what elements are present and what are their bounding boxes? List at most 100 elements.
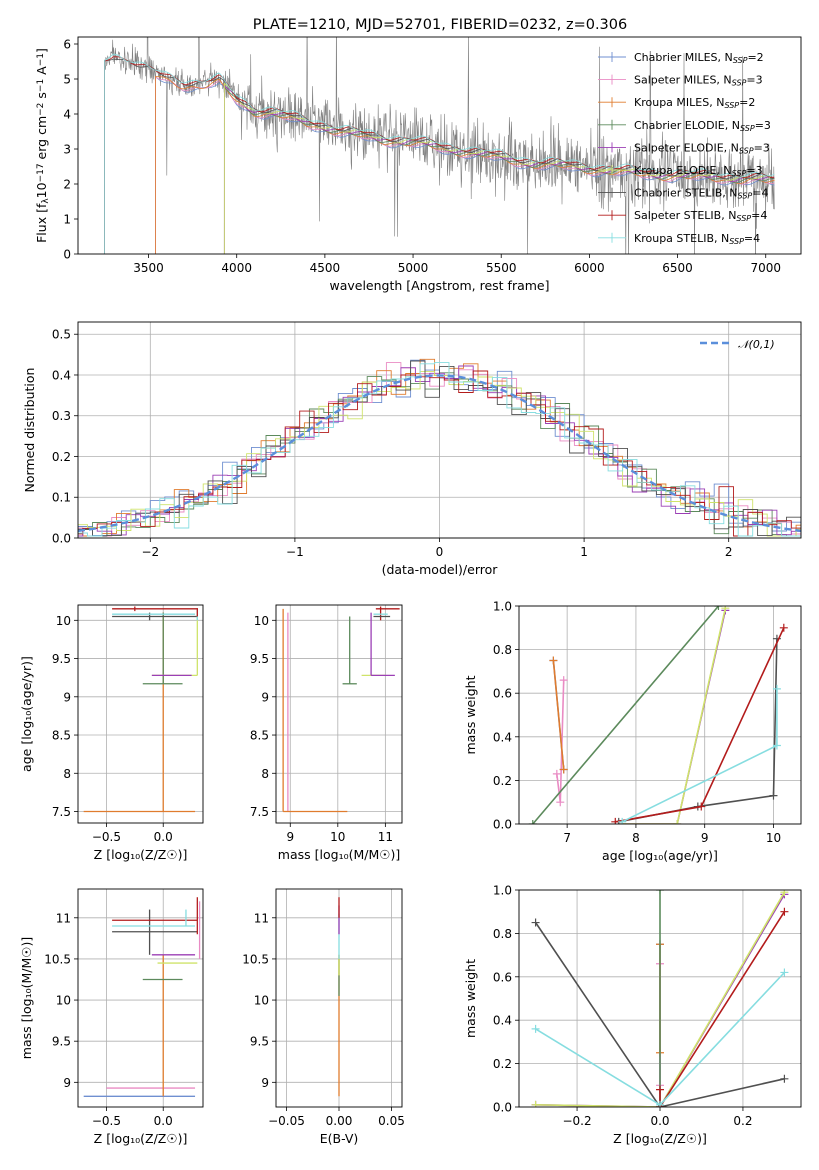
weight-point-salpeter_stelib	[656, 1085, 664, 1094]
y-tick-label: 0.8	[493, 927, 512, 941]
x-tick-label: 4500	[310, 261, 341, 275]
y-tick-label: 9.5	[52, 652, 71, 666]
x-tick-label: 5500	[486, 261, 517, 275]
plot-content-residuals	[78, 358, 801, 537]
axis-frame-residuals: −2 −1 0 1 2 0.0 0.1 0.2 0.3 0.4 0.5 (data-model)/er…	[22, 321, 802, 577]
weight-point-kroupa_elodie	[780, 890, 789, 897]
y-axis-label-part: erg cm	[34, 116, 49, 164]
x-tick-label: 6000	[574, 261, 605, 275]
x-tick-label: −0.05	[268, 1114, 305, 1128]
y-tick-label: 0.4	[52, 368, 71, 382]
axes-mass-vs-ebv: −0.05 0.00 0.05 9 9.5 10 10.5 11 E(B-V)	[242, 888, 405, 1146]
legend-suffix: =2	[739, 96, 755, 109]
x-axis-label: (data-model)/error	[382, 562, 499, 577]
y-axis-label-part: −1	[36, 79, 46, 92]
weight-point-kroupa_stelib	[780, 968, 789, 977]
weight-point-salpeter_stelib	[780, 907, 789, 916]
y-tick-label: 2	[63, 178, 71, 192]
legend-sub: SSP	[724, 101, 739, 110]
y-tick-label: 11	[56, 911, 71, 925]
x-tick-label: −1	[286, 545, 304, 559]
legend-label-salpeter_miles: Salpeter MILES, NSSP=3	[634, 74, 763, 88]
weight-point-kroupa_stelib	[531, 1024, 540, 1033]
x-tick-label: 0.0	[154, 1114, 173, 1128]
y-tick-label: 0.1	[52, 491, 71, 505]
legend-label-kroupa_stelib: Kroupa STELIB, NSSP=4	[634, 232, 760, 246]
y-tick-label: 6	[63, 38, 71, 52]
weight-point-chabrier_stelib	[769, 791, 778, 800]
legend-sub: SSP	[732, 169, 747, 178]
y-axis-label-part: −17	[36, 163, 46, 182]
x-tick-label: −0.2	[562, 1114, 591, 1128]
weight-point-kroupa_stelib	[772, 684, 781, 693]
model-spectrum-salpeter_stelib	[103, 56, 775, 254]
axis-frame	[518, 889, 802, 1108]
weight-line-kroupa_elodie	[622, 608, 727, 824]
plot-content-age-vs-mass	[282, 606, 400, 813]
axis-frame-age-vs-z: −0.5 0.0 7.5 8 8.5 9 9.5 10 Z [log₁₀(Z/Z☉)] age […	[19, 604, 204, 862]
weight-line-salpeter_stelib	[659, 911, 786, 1107]
plot-content-age-vs-z	[83, 606, 198, 813]
axis-frame	[275, 604, 403, 824]
weight-point-chabrier_stelib	[531, 918, 540, 927]
y-tick-label: 0.0	[493, 1101, 512, 1115]
legend-suffix: =4	[752, 187, 768, 200]
y-tick-label: 1.0	[493, 600, 512, 614]
y-tick-label: 10.5	[242, 952, 269, 966]
axes-mass-vs-z: −0.5 0.0 9 9.5 10 10.5 11 Z [log₁₀(Z/Z☉)] mass […	[19, 888, 204, 1146]
y-axis-label: Flux [fλ10−17 erg cm−2 s−1 A−1]	[34, 48, 51, 243]
model-spectrum-salpeter_miles	[154, 76, 775, 254]
y-tick-label: 9	[63, 1076, 71, 1090]
axis-frame-mass-vs-z: −0.5 0.0 9 9.5 10 10.5 11 Z [log₁₀(Z/Z☉)] mass […	[19, 888, 204, 1146]
weight-line-kroupa_miles	[552, 660, 565, 770]
y-axis-label-part: s	[34, 92, 49, 103]
legend-sub: SSP	[733, 56, 748, 65]
x-tick-label: 6500	[662, 261, 693, 275]
y-tick-label: 0.0	[52, 532, 71, 546]
axis-frame	[77, 604, 204, 824]
y-tick-label: 8	[261, 767, 269, 781]
weight-point-kroupa_stelib	[618, 817, 627, 824]
legend-sub: SSP	[739, 146, 754, 155]
axis-frame-weight-vs-z: −0.2 0.0 0.2 0.0 0.2 0.4 0.6 0.8 1.0 Z [log₁₀(Z/Z…	[463, 884, 802, 1146]
legend-sub: SSP	[738, 192, 753, 201]
weight-point-salpeter_miles	[556, 798, 565, 807]
x-tick-label: 0	[436, 545, 444, 559]
legend-label-salpeter_elodie: Salpeter ELODIE, NSSP=3	[634, 141, 770, 155]
y-axis-label-part: λ	[41, 198, 51, 204]
x-tick-label: 9	[701, 831, 709, 845]
legend-name: Chabrier STELIB, N	[634, 187, 738, 200]
weight-point-chabrier_elodie	[528, 820, 537, 824]
y-tick-label: 0.6	[493, 970, 512, 984]
weight-point-kroupa_stelib	[772, 741, 781, 750]
legend-sub: SSP	[729, 237, 744, 246]
axis-frame	[518, 605, 802, 825]
legend-name: Salpeter STELIB, N	[634, 209, 736, 222]
x-tick-label: 10	[766, 831, 781, 845]
weight-point-kroupa_stelib	[656, 1100, 664, 1107]
x-tick-label: 11	[378, 830, 393, 844]
normal-curve	[78, 374, 801, 533]
figure-title: PLATE=1210, MJD=52701, FIBERID=0232, z=0…	[253, 17, 627, 33]
y-tick-label: 8	[63, 767, 71, 781]
y-axis-label-part: −2	[36, 103, 46, 116]
y-tick-label: 1.0	[493, 884, 512, 898]
legend-sub: SSP	[740, 124, 755, 133]
legend-name: Salpeter ELODIE, N	[634, 141, 739, 154]
weight-line-kroupa_elodie	[535, 891, 786, 1107]
axes-age-vs-mass: 9 10 11 7.5 8 8.5 9 9.5 10 mass [log₁₀(M/M☉)]	[250, 604, 403, 862]
y-tick-label: 9	[63, 690, 71, 704]
legend-name: Kroupa ELODIE, N	[634, 164, 732, 177]
weight-point-chabrier_elodie	[714, 606, 723, 610]
y-tick-label: 10	[56, 994, 71, 1008]
y-tick-label: 0.3	[52, 409, 71, 423]
weight-line-chabrier_elodie	[532, 606, 720, 824]
y-tick-label: 9	[261, 690, 269, 704]
y-tick-label: 10.5	[44, 952, 71, 966]
weight-point-salpeter_miles	[552, 769, 561, 778]
legend-label-normal: 𝒩(0,1)	[738, 338, 775, 351]
weight-line-chabrier_stelib	[534, 922, 785, 1107]
y-axis-label-part: Flux [f	[34, 203, 49, 243]
